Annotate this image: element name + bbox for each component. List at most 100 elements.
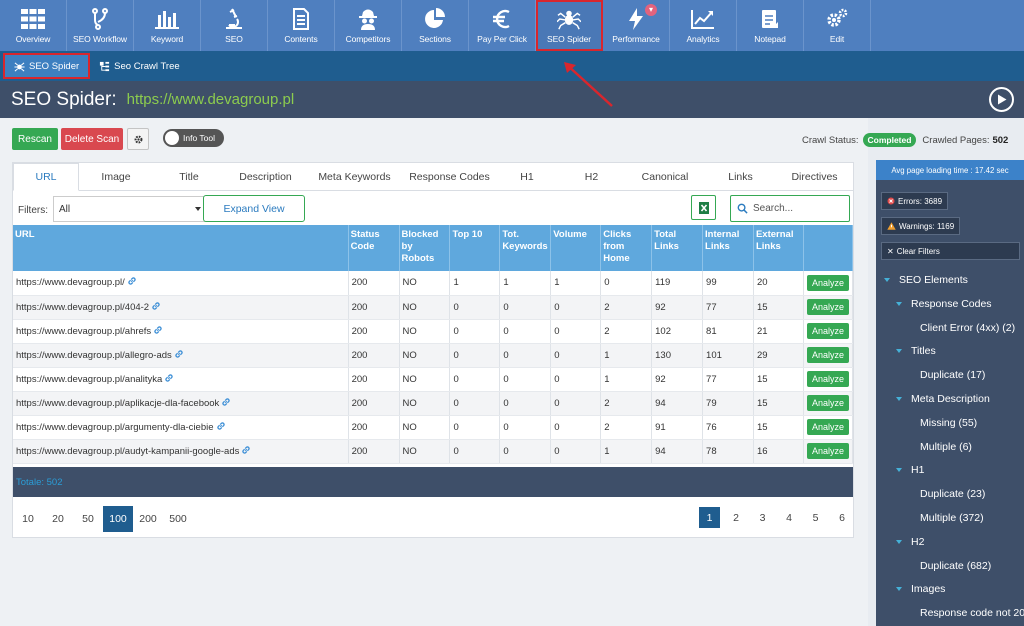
search-input[interactable]	[753, 203, 845, 214]
external-link-icon[interactable]	[216, 421, 226, 434]
tree-item[interactable]: Meta Description	[896, 393, 990, 405]
url-cell[interactable]: https://www.devagroup.pl/	[13, 271, 349, 296]
analyze-button[interactable]: Analyze	[806, 347, 849, 363]
page-size-option[interactable]: 20	[52, 513, 64, 525]
column-header[interactable]: Tot. Keywords	[499, 225, 552, 271]
info-tool-toggle[interactable]: Info Tool	[163, 129, 224, 147]
tree-item[interactable]: Response Codes	[896, 298, 992, 310]
column-header[interactable]: Clicks from Home	[600, 225, 653, 271]
page-link[interactable]: 1	[699, 507, 720, 528]
export-excel-button[interactable]	[691, 195, 716, 220]
external-link-icon[interactable]	[221, 397, 231, 410]
analyze-button[interactable]: Analyze	[806, 323, 849, 339]
subtab-seo-spider[interactable]: SEO Spider	[3, 53, 91, 79]
url-cell[interactable]: https://www.devagroup.pl/404-2	[13, 295, 349, 320]
nav-badge[interactable]: ▾	[645, 4, 657, 16]
tab-links[interactable]: Links	[728, 171, 753, 183]
nav-overview[interactable]: Overview	[0, 0, 67, 51]
play-button[interactable]	[989, 87, 1014, 112]
search-box[interactable]	[730, 195, 850, 222]
tab-meta-keywords[interactable]: Meta Keywords	[318, 171, 391, 183]
page-link[interactable]: 4	[786, 511, 792, 524]
page-link[interactable]: 6	[839, 511, 845, 524]
tab-canonical[interactable]: Canonical	[641, 171, 689, 183]
nav-contents[interactable]: Contents	[268, 0, 335, 51]
expand-view-button[interactable]: Expand View	[203, 195, 305, 222]
nav-competitors[interactable]: Competitors	[335, 0, 402, 51]
nav-edit[interactable]: Edit	[804, 0, 871, 51]
analyze-button[interactable]: Analyze	[806, 395, 849, 411]
tree-item[interactable]: Titles	[896, 345, 936, 357]
column-header[interactable]: Status Code	[348, 225, 400, 271]
external-link-icon[interactable]	[164, 373, 174, 386]
nav-seo-spider[interactable]: SEO Spider	[536, 0, 603, 51]
url-cell[interactable]: https://www.devagroup.pl/analityka	[13, 367, 349, 392]
tab-title[interactable]: Title	[179, 171, 199, 183]
page-link[interactable]: 3	[759, 511, 766, 524]
column-header[interactable]	[803, 225, 854, 271]
tab-url[interactable]: URL	[13, 163, 79, 191]
external-link-icon[interactable]	[127, 276, 137, 289]
tab-image[interactable]: Image	[101, 171, 131, 183]
url-cell[interactable]: https://www.devagroup.pl/ahrefs	[13, 319, 349, 344]
nav-seo-workflow[interactable]: SEO Workflow	[67, 0, 134, 51]
analyze-button[interactable]: Analyze	[806, 299, 849, 315]
column-header[interactable]: Internal Links	[702, 225, 754, 271]
external-link-icon[interactable]	[153, 325, 163, 338]
page-link[interactable]: 2	[733, 511, 739, 524]
tree-item[interactable]: Images	[896, 583, 945, 595]
tree-item[interactable]: Multiple (372)	[920, 512, 984, 524]
tab-response-codes[interactable]: Response Codes	[409, 171, 490, 183]
page-size-option[interactable]: 10	[22, 513, 34, 525]
tree-item[interactable]: H1	[896, 464, 924, 476]
tree-item[interactable]: Response code not 200 (14)	[920, 607, 1024, 619]
rescan-button[interactable]: Rescan	[12, 128, 58, 150]
nav-notepad[interactable]: Notepad	[737, 0, 804, 51]
url-cell[interactable]: https://www.devagroup.pl/argumenty-dla-c…	[13, 415, 349, 440]
url-cell[interactable]: https://www.devagroup.pl/allegro-ads	[13, 343, 349, 368]
warnings-filter-button[interactable]: Warnings: 1169	[881, 217, 961, 235]
column-header[interactable]: External Links	[753, 225, 804, 271]
column-header[interactable]: Volume	[550, 225, 602, 271]
column-header[interactable]: Blocked by Robots	[399, 225, 451, 271]
column-header[interactable]: Top 10	[449, 225, 501, 271]
tree-item[interactable]: SEO Elements	[884, 274, 968, 286]
analyze-button[interactable]: Analyze	[806, 274, 849, 291]
tree-item[interactable]: Duplicate (17)	[920, 369, 985, 381]
nav-pay-per-click[interactable]: Pay Per Click	[469, 0, 536, 51]
nav-performance[interactable]: Performance ▾	[603, 0, 670, 51]
url-cell[interactable]: https://www.devagroup.pl/aplikacje-dla-f…	[13, 391, 349, 416]
page-link[interactable]: 5	[812, 511, 819, 524]
tab-h2[interactable]: H2	[584, 171, 599, 183]
url-cell[interactable]: https://www.devagroup.pl/audyt-kampanii-…	[13, 439, 349, 464]
page-size-option[interactable]: 50	[82, 513, 94, 525]
tab-description[interactable]: Description	[239, 171, 292, 183]
nav-sections[interactable]: Sections	[402, 0, 469, 51]
settings-button[interactable]	[127, 128, 149, 150]
analyze-button[interactable]: Analyze	[806, 443, 849, 459]
page-size-option[interactable]: 200	[139, 513, 157, 525]
nav-analytics[interactable]: Analytics	[670, 0, 737, 51]
tab-h1[interactable]: H1	[520, 171, 534, 183]
analyze-button[interactable]: Analyze	[806, 371, 849, 387]
nav-keyword[interactable]: Keyword	[134, 0, 201, 51]
delete-scan-button[interactable]: Delete Scan	[61, 128, 123, 150]
tree-item[interactable]: H2	[896, 536, 924, 548]
tree-item[interactable]: Client Error (4xx) (2)	[920, 322, 1015, 334]
page-size-option[interactable]: 100	[103, 506, 133, 532]
tree-item[interactable]: Missing (55)	[920, 417, 977, 429]
tab-directives[interactable]: Directives	[791, 171, 838, 183]
external-link-icon[interactable]	[151, 301, 161, 314]
nav-seo[interactable]: SEO	[201, 0, 268, 51]
analyze-button[interactable]: Analyze	[806, 419, 849, 435]
tree-item[interactable]: Duplicate (682)	[920, 560, 991, 572]
column-header[interactable]: Total Links	[651, 225, 704, 271]
external-link-icon[interactable]	[241, 445, 251, 458]
clear-filters-button[interactable]: ✕ Clear Filters	[881, 242, 1020, 260]
filter-select[interactable]: All	[53, 196, 210, 222]
errors-filter-button[interactable]: Errors: 3689	[881, 192, 949, 210]
column-header[interactable]: URL	[13, 225, 349, 271]
subtab-seo-crawl-tree[interactable]: Seo Crawl Tree	[90, 53, 188, 79]
tree-item[interactable]: Multiple (6)	[920, 441, 972, 453]
external-link-icon[interactable]	[174, 349, 184, 362]
